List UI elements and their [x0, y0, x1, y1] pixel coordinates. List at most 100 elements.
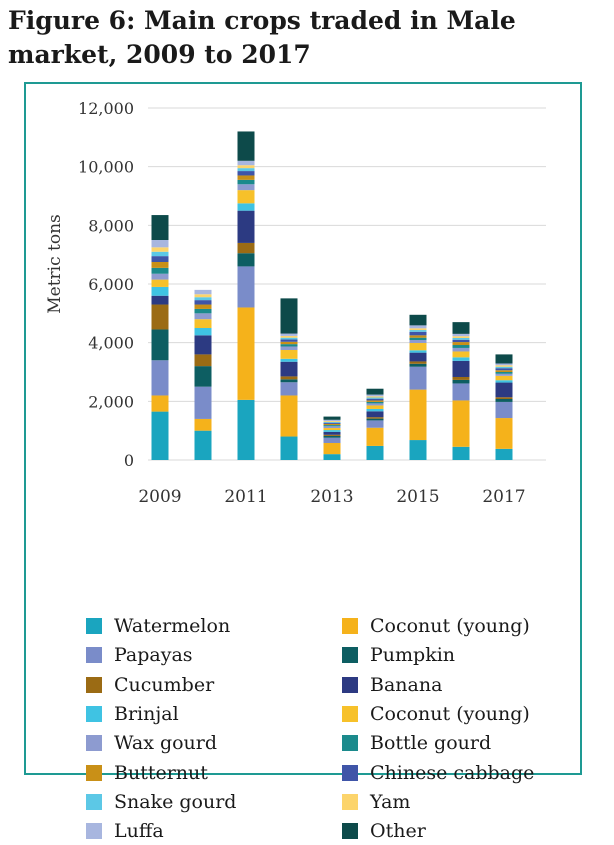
legend-item: Pumpkin [342, 641, 455, 669]
bar-segment [280, 382, 298, 396]
legend-swatch [342, 676, 358, 693]
bar-segment [495, 370, 513, 372]
bar-segment [280, 395, 298, 437]
legend-swatch [342, 793, 358, 810]
bar-segment [280, 344, 298, 347]
y-tick-label: 6,000 [88, 275, 134, 294]
bar-segment [495, 418, 513, 449]
legend-label: Cucumber [114, 673, 215, 696]
legend-item: Luffa [86, 817, 164, 845]
bar-segment [452, 351, 470, 358]
legend-label: Watermelon [114, 615, 231, 637]
bar-segment [409, 328, 427, 331]
bar-segment [194, 308, 212, 314]
bar-segment [409, 350, 427, 353]
bar-segment [323, 454, 341, 460]
bar-segment [366, 398, 384, 401]
bar-segment [280, 346, 298, 350]
bar-segment [409, 340, 427, 343]
bar-segment [495, 401, 513, 419]
bar-segment [323, 431, 341, 435]
bar-segment [151, 286, 169, 296]
bar-segment [409, 352, 427, 362]
bar-segment [409, 389, 427, 441]
bar-segment [237, 175, 255, 180]
bar-segment [366, 420, 384, 428]
bar-segment [495, 372, 513, 374]
legend-label: Chinese cabbage [370, 761, 535, 784]
bar-segment [194, 297, 212, 301]
bar-segment [237, 210, 255, 243]
bar-segment [409, 337, 427, 341]
bar-segment [495, 397, 513, 399]
legend-label: Wax gourd [114, 732, 218, 755]
bar-segment [366, 427, 384, 446]
x-tick-label: 2009 [138, 487, 181, 507]
bar-segment [366, 400, 384, 402]
bar-segment [151, 295, 169, 305]
bar-segment [237, 399, 255, 460]
legend-item: Yam [342, 788, 410, 816]
bar-segment [194, 319, 212, 328]
bar-segment [409, 366, 427, 390]
bar-segment [495, 368, 513, 371]
legend-swatch [86, 705, 102, 722]
bar-segment [237, 184, 255, 191]
bar-segment [452, 333, 470, 337]
bar-segment [151, 360, 169, 396]
x-tick-label: 2015 [396, 487, 439, 507]
stacked-bar-chart: 0 2,000 4,000 6,000 8,000 10,000 12,000 Metric … [45, 99, 546, 507]
bar-segment [366, 401, 384, 404]
bar-segment [280, 379, 298, 383]
bar-segment [409, 361, 427, 364]
legend-label: Banana [370, 673, 443, 696]
bar-segment [366, 388, 384, 395]
bar-segment [151, 411, 169, 460]
bar-segment [452, 322, 470, 334]
y-tick-label: 10,000 [78, 158, 134, 177]
bar-segment [366, 403, 384, 406]
bar-segment [409, 363, 427, 367]
bar-segment [280, 333, 298, 336]
bar-segment [495, 373, 513, 376]
bar-segment [366, 411, 384, 418]
bar-segment [495, 375, 513, 381]
bar-segment [452, 339, 470, 343]
legend-swatch [342, 764, 358, 781]
legend-item: Butternut [86, 759, 208, 787]
bar-segment [409, 342, 427, 351]
bar-segment [151, 251, 169, 257]
bar-segment [452, 336, 470, 338]
bar-segment [194, 430, 212, 460]
bar-segment [366, 408, 384, 412]
bar-segment [280, 358, 298, 362]
bar-segment [366, 394, 384, 397]
bar-segment [280, 376, 298, 380]
bar-segment [237, 190, 255, 204]
legend-item: Coconut (young) [342, 700, 530, 728]
bar-segment [194, 313, 212, 320]
bar-segment [495, 382, 513, 398]
y-tick-label: 2,000 [88, 392, 134, 411]
bar-segment [495, 363, 513, 366]
bar-segment [280, 339, 298, 342]
bar-segment [194, 304, 212, 309]
bar-segment [194, 300, 212, 305]
bar-segment [452, 446, 470, 460]
legend-label: Bottle gourd [370, 732, 492, 755]
bar-segment [237, 307, 255, 400]
y-axis-title: Metric tons [45, 214, 65, 314]
bar-segment [151, 279, 169, 287]
y-tick-label: 0 [124, 451, 134, 470]
legend-label: Luffa [114, 820, 164, 843]
legend-swatch [86, 618, 102, 634]
bar-segment [151, 240, 169, 248]
legend-label: Pumpkin [370, 644, 456, 667]
bar-segment [452, 345, 470, 348]
legend-swatch [342, 735, 358, 752]
bar-segment [280, 298, 298, 334]
chart-title: Figure 6: Main crops traded in Male mark… [8, 6, 516, 69]
bar-segment [237, 168, 255, 172]
bar-segment [409, 330, 427, 332]
legend-label: Brinjal [114, 702, 179, 725]
